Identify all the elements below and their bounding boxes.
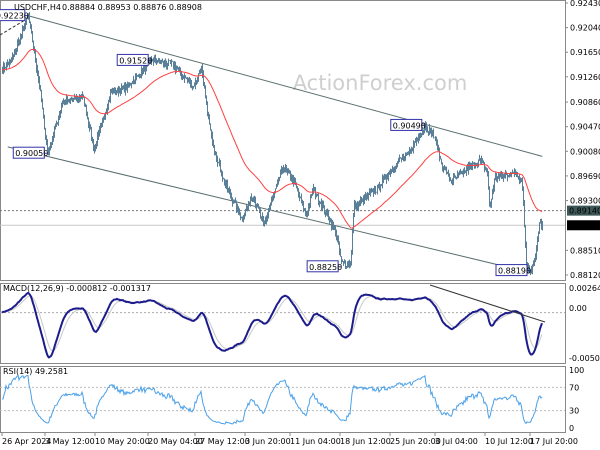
- rsi-line: [2, 374, 543, 425]
- watermark: ActionForex.com: [293, 71, 468, 95]
- x-tick-label: 26 Apr 2024: [2, 437, 51, 446]
- pane-frame: [0, 283, 566, 364]
- y-tick-label: 0.91650: [570, 48, 600, 57]
- annotation-label: 0.91520: [119, 56, 152, 65]
- x-tick-label: 25 Jun 20:00: [390, 437, 441, 446]
- annotation-label: 0.90050: [15, 149, 48, 158]
- x-tick-label: 18 Jun 12:00: [340, 437, 391, 446]
- y-tick-label: 0.90080: [570, 147, 600, 156]
- y-tick-label: 0.90860: [570, 98, 600, 107]
- annotation-box: [495, 264, 528, 277]
- moving-average-line: [1, 48, 543, 229]
- pane-frame: [0, 366, 566, 433]
- y-tick-label: 0.88510: [570, 246, 600, 255]
- dashed-trend-line: [0, 16, 31, 36]
- annotation-box: [306, 260, 339, 273]
- y-tick-label: 0.89690: [570, 172, 600, 181]
- macd-trend-line: [429, 284, 546, 323]
- y-tick-label: 0.92040: [570, 24, 600, 33]
- annotation-label: 0.92230: [0, 12, 29, 21]
- annotation-box: [390, 118, 423, 131]
- macd-tick-label: 0.00: [569, 304, 587, 313]
- x-tick-label: 3 May 12:00: [45, 437, 95, 446]
- pane-frame: [0, 0, 566, 281]
- current-price-tag-label: 0.88908: [569, 221, 600, 230]
- macd-signal-line: [1, 295, 543, 352]
- ohlc-readout: 0.88884 0.88953 0.88876 0.88908: [62, 3, 202, 12]
- channel-upper-line: [27, 15, 543, 157]
- macd-tick-label: 0.00264: [569, 284, 600, 293]
- annotation-box: [12, 146, 45, 159]
- y-tick-label: 0.92430: [570, 0, 600, 8]
- annotation-box: [0, 9, 26, 22]
- rsi-title: RSI(14) 49.2581: [3, 367, 68, 376]
- x-tick-label: 3 Jul 04:00: [435, 437, 478, 446]
- y-tick-label: 0.88120: [570, 271, 600, 280]
- y-tick-label: 0.91260: [570, 73, 600, 82]
- macd-line: [1, 291, 543, 359]
- symbol-title: USDCHF,H4: [14, 3, 61, 12]
- x-tick-label: 17 Jul 20:00: [530, 437, 578, 446]
- rsi-tick-label: 30: [569, 407, 579, 416]
- y-tick-label: 0.89300: [570, 197, 600, 206]
- level-price-tag: [567, 205, 600, 216]
- annotation-label: 0.88190: [498, 267, 531, 276]
- level-price-tag-label: 0.89140: [569, 207, 600, 216]
- macd-tick-label: -0.005077: [569, 354, 600, 363]
- rsi-tick-label: 70: [569, 383, 579, 392]
- x-tick-label: 3 Jun 20:00: [245, 437, 291, 446]
- annotation-box: [116, 53, 149, 66]
- rsi-tick-label: 100: [569, 366, 584, 375]
- x-tick-label: 10 Jul 12:00: [485, 437, 533, 446]
- y-tick-label: 0.90470: [570, 123, 600, 132]
- x-tick-label: 11 Jun 04:00: [290, 437, 341, 446]
- macd-title: MACD(12,26,9) -0.000812 -0.001317: [3, 284, 151, 293]
- x-tick-label: 27 May 12:00: [195, 437, 250, 446]
- x-tick-label: 10 May 20:00: [95, 437, 150, 446]
- annotation-label: 0.88250: [309, 263, 342, 272]
- x-tick-label: 20 May 04:00: [148, 437, 203, 446]
- rsi-tick-label: 0: [569, 424, 574, 433]
- annotation-label: 0.90490: [393, 121, 426, 130]
- current-price-tag: [567, 220, 600, 231]
